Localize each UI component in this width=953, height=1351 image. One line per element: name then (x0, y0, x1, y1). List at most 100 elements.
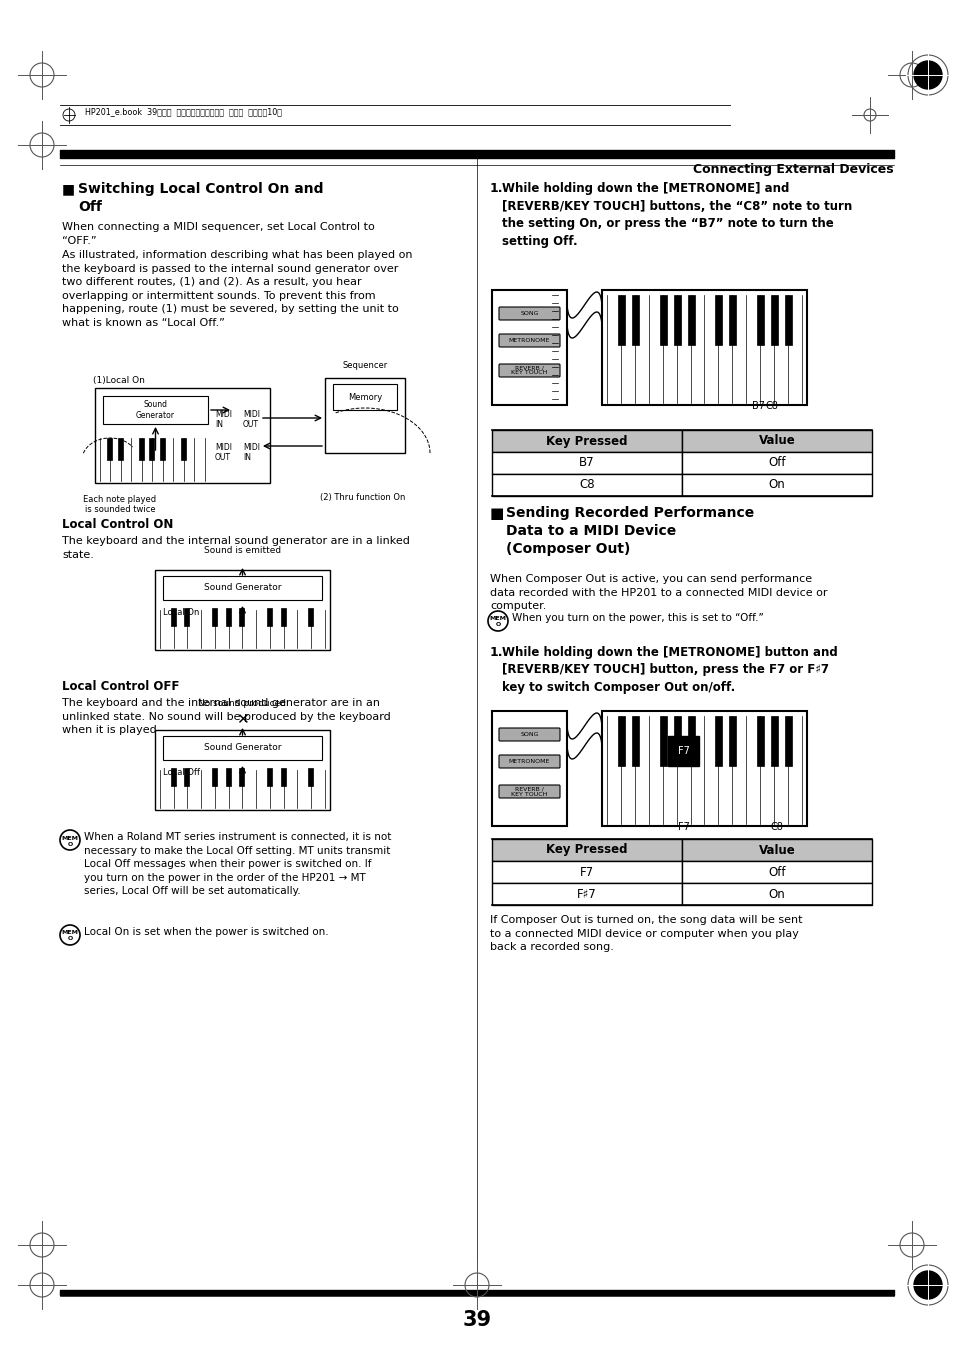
Circle shape (60, 925, 80, 944)
Text: ✕: ✕ (236, 712, 249, 727)
Text: MIDI
IN: MIDI IN (214, 409, 232, 428)
FancyBboxPatch shape (681, 453, 871, 474)
Text: As illustrated, information describing what has been played on
the keyboard is p: As illustrated, information describing w… (62, 250, 412, 328)
FancyBboxPatch shape (267, 608, 272, 626)
FancyBboxPatch shape (673, 295, 679, 345)
FancyBboxPatch shape (715, 716, 721, 766)
Text: 1.: 1. (490, 646, 503, 659)
FancyBboxPatch shape (150, 438, 154, 459)
FancyBboxPatch shape (631, 716, 639, 766)
Text: MIDI
IN: MIDI IN (243, 443, 260, 462)
FancyBboxPatch shape (498, 785, 559, 798)
FancyBboxPatch shape (498, 307, 559, 320)
FancyBboxPatch shape (103, 396, 208, 424)
Text: Local Control ON: Local Control ON (62, 517, 173, 531)
Text: MEM: MEM (489, 616, 506, 621)
Text: Sound
Generator: Sound Generator (136, 400, 174, 420)
FancyBboxPatch shape (325, 378, 405, 453)
Text: Local Control OFF: Local Control OFF (62, 680, 179, 693)
FancyBboxPatch shape (212, 608, 216, 626)
FancyBboxPatch shape (171, 608, 175, 626)
FancyBboxPatch shape (184, 767, 190, 786)
Text: No sound produced: No sound produced (198, 698, 286, 708)
Text: B7: B7 (752, 401, 764, 411)
Text: While holding down the [METRONOME] button and
[REVERB/KEY TOUCH] button, press t: While holding down the [METRONOME] butto… (501, 646, 837, 694)
FancyBboxPatch shape (770, 716, 778, 766)
Circle shape (913, 1271, 941, 1300)
FancyBboxPatch shape (171, 767, 175, 786)
FancyBboxPatch shape (757, 295, 763, 345)
Text: Connecting External Devices: Connecting External Devices (693, 163, 893, 176)
Text: If Composer Out is turned on, the song data will be sent
to a connected MIDI dev: If Composer Out is turned on, the song d… (490, 915, 801, 952)
FancyBboxPatch shape (212, 767, 216, 786)
Text: F7: F7 (579, 866, 594, 878)
Text: (1)Local On: (1)Local On (92, 376, 145, 385)
FancyBboxPatch shape (184, 608, 190, 626)
FancyBboxPatch shape (659, 295, 666, 345)
Text: O: O (495, 623, 500, 627)
FancyBboxPatch shape (492, 474, 681, 496)
FancyBboxPatch shape (498, 755, 559, 767)
Text: 39: 39 (462, 1310, 491, 1329)
FancyBboxPatch shape (687, 716, 694, 766)
FancyBboxPatch shape (498, 728, 559, 740)
FancyBboxPatch shape (139, 438, 144, 459)
Text: SONG: SONG (519, 732, 538, 738)
FancyBboxPatch shape (95, 388, 270, 484)
Text: (2) Thru function On: (2) Thru function On (319, 493, 405, 503)
FancyBboxPatch shape (239, 767, 244, 786)
FancyBboxPatch shape (267, 767, 272, 786)
Text: MIDI
OUT: MIDI OUT (214, 443, 232, 462)
FancyBboxPatch shape (239, 608, 244, 626)
Text: While holding down the [METRONOME] and
[REVERB/KEY TOUCH] buttons, the “C8” note: While holding down the [METRONOME] and [… (501, 182, 851, 247)
FancyBboxPatch shape (492, 453, 681, 474)
Text: REVERB /
KEY TOUCH: REVERB / KEY TOUCH (511, 786, 547, 797)
FancyBboxPatch shape (492, 839, 681, 861)
FancyBboxPatch shape (729, 716, 736, 766)
FancyBboxPatch shape (681, 861, 871, 884)
FancyBboxPatch shape (226, 608, 231, 626)
FancyBboxPatch shape (108, 438, 112, 459)
FancyBboxPatch shape (154, 730, 330, 811)
Text: O: O (68, 936, 72, 942)
FancyBboxPatch shape (770, 295, 778, 345)
Text: F7: F7 (677, 746, 689, 757)
Text: 1.: 1. (490, 182, 503, 195)
Text: Off: Off (767, 457, 785, 470)
Text: REVERB /
KEY TOUCH: REVERB / KEY TOUCH (511, 366, 547, 376)
Text: When Composer Out is active, you can send performance
data recorded with the HP2: When Composer Out is active, you can sen… (490, 574, 826, 611)
Text: SONG: SONG (519, 311, 538, 316)
Text: Sequencer: Sequencer (342, 361, 387, 370)
FancyBboxPatch shape (333, 384, 396, 409)
FancyBboxPatch shape (681, 884, 871, 905)
Text: C8: C8 (578, 478, 594, 492)
Text: ■: ■ (490, 507, 504, 521)
Text: F♯7: F♯7 (577, 888, 597, 901)
FancyBboxPatch shape (492, 430, 681, 453)
Text: Local Off: Local Off (163, 767, 200, 777)
FancyBboxPatch shape (498, 363, 559, 377)
FancyBboxPatch shape (715, 295, 721, 345)
Text: Key Pressed: Key Pressed (546, 843, 627, 857)
Text: Off: Off (767, 866, 785, 878)
FancyBboxPatch shape (687, 295, 694, 345)
Text: MEM: MEM (61, 931, 78, 935)
FancyBboxPatch shape (163, 576, 322, 600)
FancyBboxPatch shape (784, 716, 791, 766)
FancyBboxPatch shape (729, 295, 736, 345)
FancyBboxPatch shape (618, 716, 624, 766)
FancyBboxPatch shape (226, 767, 231, 786)
FancyBboxPatch shape (163, 736, 322, 761)
Text: METRONOME: METRONOME (508, 759, 550, 765)
Text: ■: ■ (62, 182, 75, 196)
FancyBboxPatch shape (601, 290, 806, 405)
Text: HP201_e.book  39ページ  ２００７年２月２８日  水曜日  午前９時10分: HP201_e.book 39ページ ２００７年２月２８日 水曜日 午前９時10… (85, 108, 282, 116)
FancyBboxPatch shape (308, 608, 313, 626)
Text: On: On (768, 888, 784, 901)
FancyBboxPatch shape (784, 295, 791, 345)
FancyBboxPatch shape (757, 716, 763, 766)
Text: Sound Generator: Sound Generator (204, 584, 281, 593)
Text: METRONOME: METRONOME (508, 338, 550, 343)
FancyBboxPatch shape (492, 861, 681, 884)
Text: When you turn on the power, this is set to “Off.”: When you turn on the power, this is set … (512, 613, 763, 623)
